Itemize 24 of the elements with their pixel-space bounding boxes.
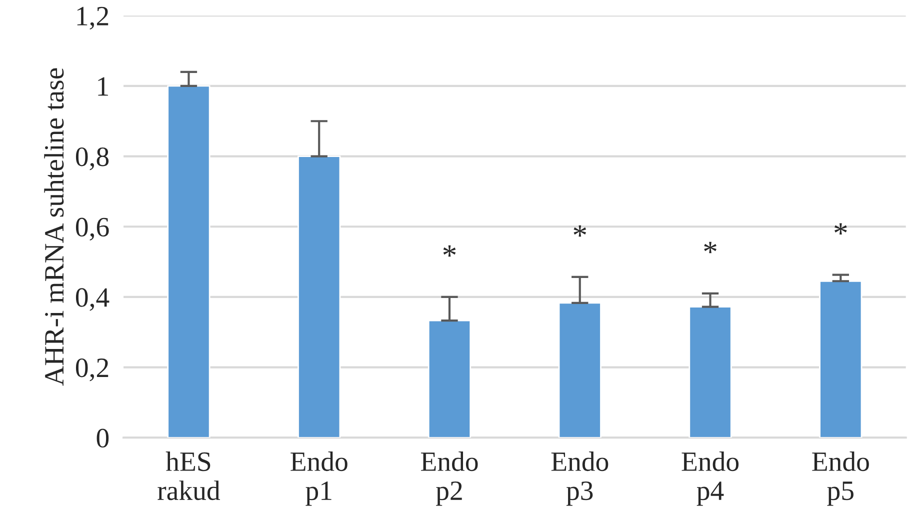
data-label: * [574, 225, 586, 237]
y-tick-label: 0 [96, 428, 109, 448]
x-tick-label: Endo p2 [420, 452, 478, 506]
y-tick-label: 1,2 [77, 6, 108, 30]
y-tick-label: 0,8 [76, 147, 109, 170]
y-tick-label: 1 [98, 77, 108, 96]
y-axis-title: AHR-i mRNA suhteline tase [44, 68, 64, 386]
x-tick-label: hES rakud [158, 452, 220, 500]
bar [298, 156, 341, 438]
y-tick-label: 0,2 [76, 358, 108, 382]
x-tick-label: Endo p1 [290, 452, 348, 506]
x-tick-label: Endo p4 [682, 452, 739, 506]
data-label: * [704, 242, 716, 254]
x-tick-label: Endo p3 [551, 452, 608, 506]
y-tick-label: 0,6 [76, 218, 109, 241]
bar [819, 280, 862, 438]
bar [167, 85, 210, 438]
bar [688, 306, 732, 438]
y-tick-label: 0,4 [76, 288, 110, 311]
bar [558, 302, 602, 438]
data-label: * [834, 223, 847, 234]
data-label: * [443, 245, 456, 257]
x-tick-label: Endo p5 [812, 452, 869, 506]
bar [428, 320, 472, 438]
